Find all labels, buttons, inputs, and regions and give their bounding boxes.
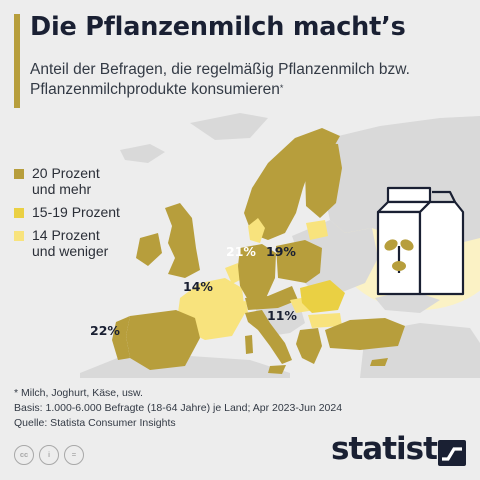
license-icons: cc i = [14,445,84,465]
value-label-germany: 21% [226,244,256,259]
sicily-region [268,365,286,374]
spain-region [126,310,200,370]
attribution-icon[interactable]: i [39,445,59,465]
caucasus-region [375,290,440,313]
legend-label: 14 Prozent und weniger [32,227,109,259]
germany-region [238,244,276,300]
footnote-source: Quelle: Statista Consumer Insights [14,417,176,429]
greece-region [296,328,322,364]
legend-label: 20 Prozent und mehr [32,165,100,197]
plant-milk-carton-icon [376,186,465,296]
legend-swatch-20-plus [14,169,24,179]
legend-swatch-15-19 [14,208,24,218]
subtitle-text: Anteil der Befragen, die regelmäßig Pfla… [30,61,410,98]
footnotes: * Milch, Joghurt, Käse, usw. Basis: 1.00… [14,386,342,431]
great-britain-region [165,203,200,278]
value-label-romania: 11% [267,308,297,323]
map-legend: 20 Prozent und mehr 15-19 Prozent 14 Pro… [14,165,120,266]
portugal-region [112,316,130,360]
legend-item: 20 Prozent und mehr [14,165,120,197]
subtitle-footnote-mark: * [279,83,284,93]
value-label-france: 14% [183,279,213,294]
turkey-region [325,318,405,350]
value-label-poland: 19% [266,244,296,259]
no-derivatives-icon[interactable]: = [64,445,84,465]
footnote-basis: Basis: 1.000-6.000 Befragte (18-64 Jahre… [14,402,343,414]
page-subtitle: Anteil der Befragen, die regelmäßig Pfla… [30,60,470,100]
statista-logo-icon[interactable] [438,440,466,466]
bulgaria-region [308,313,342,328]
poland-region [276,240,322,283]
footnote-note: * Milch, Joghurt, Käse, usw. [14,387,143,399]
title-accent-bar [14,14,20,108]
romania-region [300,280,345,313]
cc-icon[interactable]: cc [14,445,34,465]
ireland-region [136,233,162,266]
page-title: Die Pflanzenmilch macht’s [30,12,406,42]
statista-logo-text[interactable]: statista [331,431,458,467]
baltics-region [306,220,328,240]
legend-item: 15-19 Prozent [14,204,120,220]
greenland-region [190,113,268,140]
switzerland-region [228,301,248,316]
iceland-region [120,144,165,163]
europe-map: 22% 14% 21% 19% 11% [80,113,480,378]
italy-region [245,310,292,364]
finland-region [305,143,342,218]
denmark-region [248,218,265,243]
legend-item: 14 Prozent und weniger [14,227,120,259]
legend-swatch-14-less [14,231,24,241]
sardinia-region [245,335,253,354]
value-label-spain: 22% [90,323,120,338]
czechia-austria-region [245,286,298,310]
legend-label: 15-19 Prozent [32,204,120,220]
cyprus-region [370,358,388,366]
